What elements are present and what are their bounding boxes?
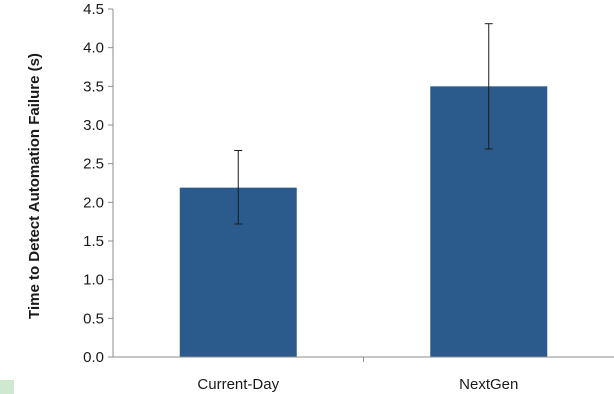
y-tick-label: 4.0 <box>83 40 104 57</box>
y-tick-label: 1.0 <box>83 272 104 289</box>
x-category-label: NextGen <box>459 376 518 393</box>
y-tick-label: 1.5 <box>83 233 104 250</box>
y-axis-title: Time to Detect Automation Failure (s) <box>26 53 43 319</box>
y-tick-label: 2.5 <box>83 156 104 173</box>
y-tick-label: 0.5 <box>83 310 104 327</box>
error-bars <box>234 23 493 225</box>
y-axis-ticks: 0.0 0.5 1.0 1.5 2.0 2.5 3.0 3.5 4.0 4.5 <box>83 1 113 366</box>
corner-marker <box>0 380 14 394</box>
y-tick-label: 3.0 <box>83 117 104 134</box>
x-category-label: Current-Day <box>197 376 279 393</box>
y-tick-label: 2.0 <box>83 194 104 211</box>
x-axis-categories: Current-Day NextGen <box>197 357 518 393</box>
y-tick-label: 4.5 <box>83 1 104 18</box>
bars <box>179 86 548 357</box>
y-tick-label: 0.0 <box>83 349 104 366</box>
y-tick-label: 3.5 <box>83 78 104 95</box>
